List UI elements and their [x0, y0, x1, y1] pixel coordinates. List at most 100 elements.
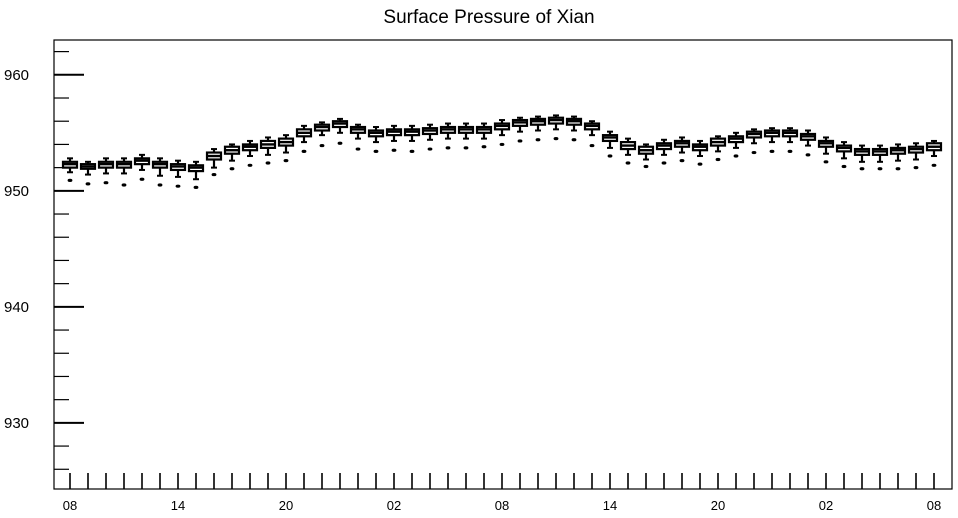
box-series: [61, 114, 943, 189]
box-item: [889, 143, 907, 171]
y-tick-label: 940: [4, 299, 29, 316]
y-axis: 930 940 950 960: [4, 51, 84, 470]
box-item: [709, 135, 727, 162]
outlier-point: [463, 146, 469, 150]
box-item: [547, 114, 565, 141]
box-item: [493, 119, 511, 147]
box-item: [421, 123, 439, 151]
outlier-point: [355, 147, 361, 151]
box-item: [349, 123, 367, 151]
outlier-point: [589, 143, 595, 148]
box-item: [925, 139, 943, 167]
outlier-point: [769, 149, 775, 153]
box-item: [97, 157, 115, 185]
outlier-point: [121, 183, 127, 187]
box-item: [871, 144, 889, 171]
outlier-point: [913, 166, 919, 170]
outlier-point: [139, 177, 145, 181]
box-item: [241, 139, 259, 167]
box-item: [313, 121, 331, 148]
outlier-point: [643, 164, 649, 169]
outlier-point: [715, 157, 721, 162]
box-item: [907, 142, 925, 170]
outlier-point: [373, 149, 379, 153]
outlier-point: [661, 161, 667, 165]
x-tick-label: 08: [495, 498, 509, 513]
outlier-point: [805, 153, 811, 157]
outlier-point: [895, 167, 901, 171]
box-item: [367, 126, 385, 153]
y-tick-label: 950: [4, 183, 29, 200]
box-item: [331, 117, 349, 145]
box-item: [565, 115, 583, 142]
box-item: [763, 127, 781, 153]
outlier-point: [211, 172, 217, 177]
outlier-point: [283, 159, 289, 163]
box-item: [457, 122, 475, 150]
outlier-point: [571, 138, 577, 142]
box-item: [151, 157, 169, 187]
x-tick-label: 02: [819, 498, 833, 513]
box-item: [385, 124, 403, 152]
outlier-point: [607, 154, 613, 158]
box-item: [61, 157, 79, 182]
box-item: [727, 131, 745, 158]
box-item: [781, 127, 799, 153]
box-item: [655, 138, 673, 165]
outlier-point: [247, 163, 253, 167]
box-item: [115, 157, 133, 187]
outlier-point: [679, 159, 685, 163]
outlier-point: [733, 154, 739, 158]
outlier-point: [823, 160, 829, 164]
box-item: [511, 116, 529, 143]
box-item: [187, 160, 205, 189]
x-axis: 08 14 20 02 08 14 20 02 08: [63, 473, 941, 513]
box-item: [205, 148, 223, 177]
outlier-point: [337, 141, 343, 145]
x-tick-label: 20: [279, 498, 293, 513]
box-item: [475, 122, 493, 149]
outlier-point: [409, 149, 415, 153]
box-item: [277, 134, 295, 163]
outlier-point: [481, 145, 487, 149]
outlier-point: [85, 182, 91, 186]
box-item: [295, 124, 313, 153]
x-tick-label: 14: [171, 498, 185, 513]
outlier-point: [931, 163, 937, 167]
outlier-point: [535, 138, 541, 142]
box-item: [673, 136, 691, 163]
x-tick-label: 20: [711, 498, 725, 513]
box-item: [637, 143, 655, 169]
x-tick-label: 08: [927, 498, 941, 513]
outlier-point: [265, 161, 271, 165]
box-item: [133, 153, 151, 181]
box-item: [439, 122, 457, 150]
outlier-point: [553, 137, 559, 141]
outlier-point: [697, 162, 703, 166]
box-item: [799, 129, 817, 157]
outlier-point: [787, 149, 793, 153]
outlier-point: [391, 148, 397, 152]
plot-frame: [53, 39, 953, 490]
outlier-point: [67, 178, 73, 182]
y-tick-label: 930: [4, 415, 29, 432]
outlier-point: [229, 167, 235, 171]
outlier-point: [103, 181, 109, 185]
outlier-point: [175, 184, 181, 188]
box-item: [259, 136, 277, 165]
outlier-point: [751, 150, 757, 155]
chart-title: Surface Pressure of Xian: [383, 7, 594, 28]
outlier-point: [625, 161, 631, 165]
box-item: [223, 143, 241, 171]
outlier-point: [319, 143, 325, 148]
box-item: [583, 120, 601, 148]
x-tick-label: 02: [387, 498, 401, 513]
x-tick-label: 14: [603, 498, 617, 513]
box-item: [745, 128, 763, 155]
box-item: [853, 144, 871, 171]
y-tick-label: 960: [4, 67, 29, 84]
outlier-point: [517, 139, 523, 143]
box-item: [691, 139, 709, 166]
outlier-point: [859, 167, 865, 171]
